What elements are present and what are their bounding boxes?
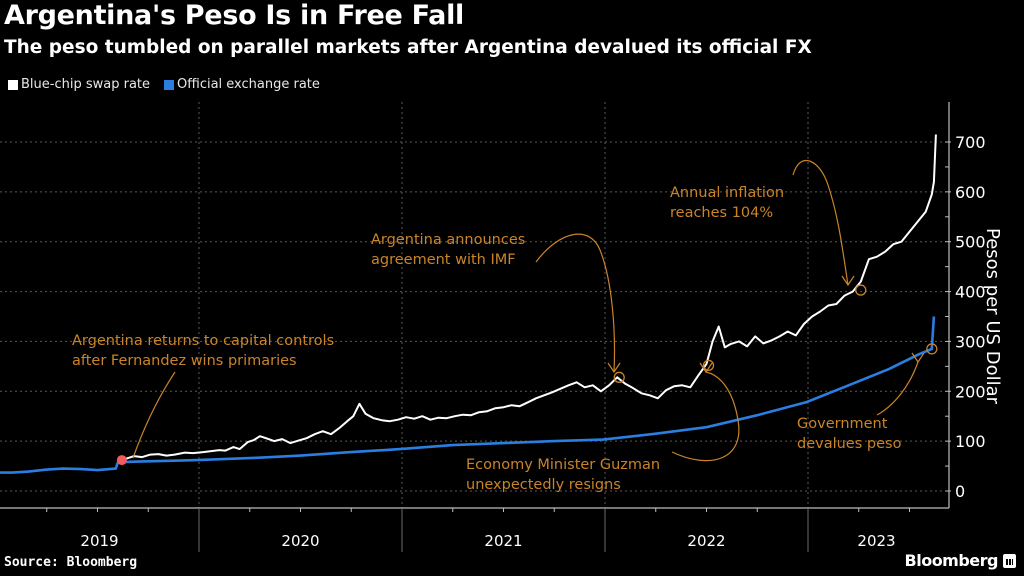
annotation-text: unexpectedly resigns bbox=[466, 477, 621, 493]
legend: Blue-chip swap rate Official exchange ra… bbox=[8, 77, 320, 92]
xtick-label: 2023 bbox=[857, 532, 895, 550]
annotation-arrow bbox=[671, 371, 740, 462]
xtick-label: 2022 bbox=[687, 532, 725, 550]
xtick-label: 2021 bbox=[484, 532, 522, 550]
brand-logo: Bloomberg bbox=[905, 551, 1016, 570]
annotation-arrow bbox=[535, 233, 616, 373]
arrowhead-icon bbox=[607, 362, 621, 374]
arrowhead-icon bbox=[841, 275, 855, 287]
brand-name: Bloomberg bbox=[904, 551, 999, 570]
annotation-arrow bbox=[792, 160, 849, 286]
series-line-blue-chip bbox=[121, 134, 937, 462]
legend-label-official: Official exchange rate bbox=[177, 77, 320, 92]
annotation: Economy Minister Guzman unexpectedly resi… bbox=[466, 359, 740, 493]
event-marker bbox=[926, 343, 938, 355]
ytick-label: 200 bbox=[955, 382, 986, 401]
series bbox=[0, 134, 937, 474]
annotation: Annual inflation reaches 104% bbox=[670, 160, 867, 296]
ytick-label: 600 bbox=[955, 183, 986, 202]
annotation-text: Argentina announces bbox=[371, 232, 525, 248]
ytick-label: 700 bbox=[955, 133, 986, 152]
legend-label-blue-chip: Blue-chip swap rate bbox=[21, 77, 151, 92]
annotation-text: Annual inflation bbox=[670, 185, 784, 201]
ytick-label: 300 bbox=[955, 332, 986, 351]
annotation-text: Economy Minister Guzman bbox=[466, 457, 660, 473]
annotation: Argentina announces agreement with IMF bbox=[371, 232, 625, 383]
axes: 0 100 200 300 400 500 600 700 2019 2020 2021 2022 20… bbox=[0, 102, 986, 552]
annotation-text: Government bbox=[797, 416, 888, 432]
legend-item-blue-chip[interactable]: Blue-chip swap rate bbox=[8, 77, 150, 92]
xtick-label: 2019 bbox=[80, 532, 118, 550]
xtick-label: 2020 bbox=[281, 532, 319, 550]
ytick-label: 500 bbox=[955, 233, 986, 252]
legend-swatch-official bbox=[164, 79, 175, 90]
series-line-official bbox=[0, 316, 936, 474]
bloomberg-logo-icon bbox=[1003, 553, 1016, 568]
arrowhead-icon bbox=[911, 352, 925, 364]
annotation-text: Argentina returns to capital controls bbox=[72, 333, 334, 349]
annotations: Argentina returns to capital controls aft… bbox=[72, 160, 938, 493]
annotation-text: after Fernandez wins primaries bbox=[72, 353, 297, 369]
event-marker bbox=[613, 371, 625, 383]
event-marker bbox=[702, 359, 715, 372]
annotation-arrow bbox=[132, 371, 176, 459]
y-axis-label: Pesos per US Dollar bbox=[982, 228, 1003, 405]
annotation: Government devalues peso bbox=[797, 343, 938, 452]
ytick-label: 0 bbox=[955, 482, 965, 501]
annotation-text: reaches 104% bbox=[670, 205, 773, 221]
annotation-text: devalues peso bbox=[797, 436, 902, 452]
ytick-label: 400 bbox=[955, 283, 986, 302]
event-marker bbox=[855, 284, 867, 296]
annotation-arrow bbox=[876, 361, 919, 416]
annotation-text: agreement with IMF bbox=[371, 252, 516, 268]
legend-item-official[interactable]: Official exchange rate bbox=[164, 77, 320, 92]
chart-subtitle: The peso tumbled on parallel markets aft… bbox=[4, 37, 812, 58]
ytick-label: 100 bbox=[955, 432, 986, 451]
annotation: Argentina returns to capital controls aft… bbox=[72, 333, 334, 466]
source-note: Source: Bloomberg bbox=[4, 555, 138, 570]
chart-title: Argentina's Peso Is in Free Fall bbox=[4, 0, 464, 31]
arrowhead-icon bbox=[699, 362, 713, 374]
legend-swatch-blue-chip bbox=[8, 79, 18, 90]
event-marker bbox=[116, 455, 127, 466]
